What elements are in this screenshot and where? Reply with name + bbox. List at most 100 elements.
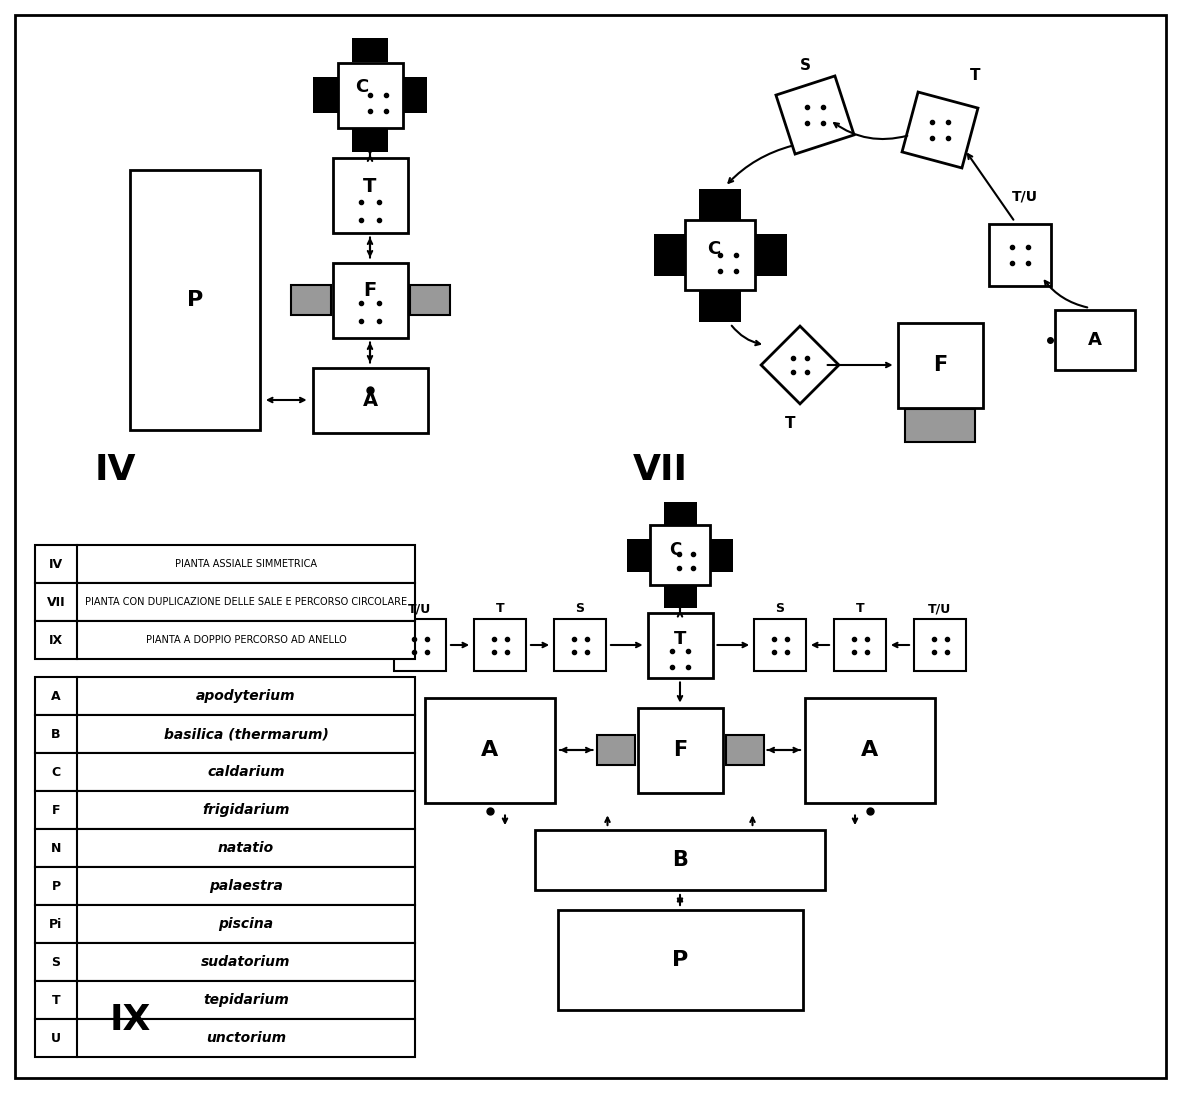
Bar — [905, 409, 976, 442]
Text: PIANTA CON DUPLICAZIONE DELLE SALE E PERCORSO CIRCOLARE: PIANTA CON DUPLICAZIONE DELLE SALE E PER… — [85, 597, 407, 607]
Bar — [664, 502, 697, 525]
Text: C: C — [355, 78, 368, 96]
Text: S: S — [575, 602, 585, 615]
Text: T: T — [856, 602, 864, 615]
Bar — [35, 791, 415, 828]
Bar — [535, 830, 826, 890]
Text: T: T — [364, 177, 377, 197]
Text: natatio: natatio — [218, 841, 274, 855]
Text: IV: IV — [48, 557, 63, 571]
Bar — [627, 539, 650, 572]
Polygon shape — [776, 75, 854, 154]
Text: A: A — [363, 390, 378, 410]
Bar — [35, 621, 415, 659]
Text: P: P — [672, 950, 689, 969]
Bar — [35, 943, 415, 982]
Bar — [647, 612, 712, 678]
Text: S: S — [776, 602, 784, 615]
Bar — [35, 1019, 415, 1057]
Text: A: A — [482, 740, 498, 760]
Text: F: F — [673, 740, 687, 760]
Bar — [425, 697, 555, 802]
Bar — [834, 619, 886, 671]
Bar — [653, 234, 685, 277]
Bar — [753, 619, 805, 671]
Bar — [725, 734, 763, 765]
Text: U: U — [51, 1032, 61, 1045]
Bar — [988, 224, 1051, 286]
Text: C: C — [707, 240, 720, 258]
Bar — [35, 867, 415, 905]
Bar — [755, 234, 787, 277]
Text: C: C — [52, 765, 60, 778]
Text: A: A — [1088, 331, 1102, 349]
Bar — [352, 38, 387, 62]
Bar — [403, 78, 428, 113]
Text: IX: IX — [48, 634, 63, 646]
Bar — [699, 290, 740, 321]
Text: F: F — [933, 355, 947, 375]
Bar — [394, 619, 446, 671]
Bar — [35, 677, 415, 715]
Text: caldarium: caldarium — [207, 765, 285, 779]
Text: A: A — [861, 740, 879, 760]
Text: IV: IV — [94, 453, 136, 487]
Bar — [474, 619, 526, 671]
Bar — [333, 262, 407, 338]
Text: T/U: T/U — [928, 602, 952, 615]
Bar — [35, 583, 415, 621]
Bar — [710, 539, 732, 572]
Text: B: B — [51, 728, 60, 740]
Text: piscina: piscina — [218, 917, 274, 931]
Bar — [554, 619, 606, 671]
Text: S: S — [52, 955, 60, 968]
Bar — [35, 545, 415, 583]
Polygon shape — [902, 92, 978, 168]
Text: F: F — [52, 803, 60, 816]
Bar — [352, 128, 387, 152]
Bar — [650, 525, 710, 585]
Text: T: T — [496, 602, 504, 615]
Text: basilica (thermarum): basilica (thermarum) — [163, 727, 328, 741]
Text: T: T — [674, 630, 686, 648]
Bar — [130, 171, 260, 430]
Text: A: A — [51, 690, 60, 703]
Bar — [410, 285, 450, 315]
Text: frigidarium: frigidarium — [202, 803, 289, 816]
Text: sudatorium: sudatorium — [201, 955, 291, 969]
Text: T: T — [784, 415, 795, 431]
Bar — [333, 157, 407, 233]
Text: T: T — [970, 68, 980, 82]
Text: unctorium: unctorium — [205, 1031, 286, 1045]
Bar — [35, 905, 415, 943]
Bar — [914, 619, 966, 671]
Text: VII: VII — [633, 453, 687, 487]
Bar — [35, 828, 415, 867]
Polygon shape — [761, 326, 839, 404]
Bar — [805, 697, 935, 802]
Bar — [338, 62, 403, 128]
Text: B: B — [672, 850, 689, 870]
Text: F: F — [364, 281, 377, 299]
Text: T: T — [52, 994, 60, 1007]
Bar — [557, 910, 803, 1010]
Bar — [699, 188, 740, 220]
Text: palaestra: palaestra — [209, 879, 283, 893]
Bar — [313, 367, 428, 433]
Bar — [1055, 310, 1135, 371]
Text: P: P — [52, 880, 60, 893]
Text: T/U: T/U — [1012, 190, 1038, 204]
Text: IX: IX — [110, 1003, 151, 1037]
Bar — [898, 322, 983, 408]
Bar — [596, 734, 634, 765]
Text: Pi: Pi — [50, 917, 63, 930]
Text: C: C — [668, 541, 681, 559]
Bar — [313, 78, 338, 113]
Text: tepidarium: tepidarium — [203, 994, 289, 1007]
Bar — [685, 220, 755, 290]
Bar — [291, 285, 331, 315]
Bar — [664, 585, 697, 608]
Text: PIANTA A DOPPIO PERCORSO AD ANELLO: PIANTA A DOPPIO PERCORSO AD ANELLO — [145, 635, 346, 645]
Bar — [35, 715, 415, 753]
Bar — [35, 982, 415, 1019]
